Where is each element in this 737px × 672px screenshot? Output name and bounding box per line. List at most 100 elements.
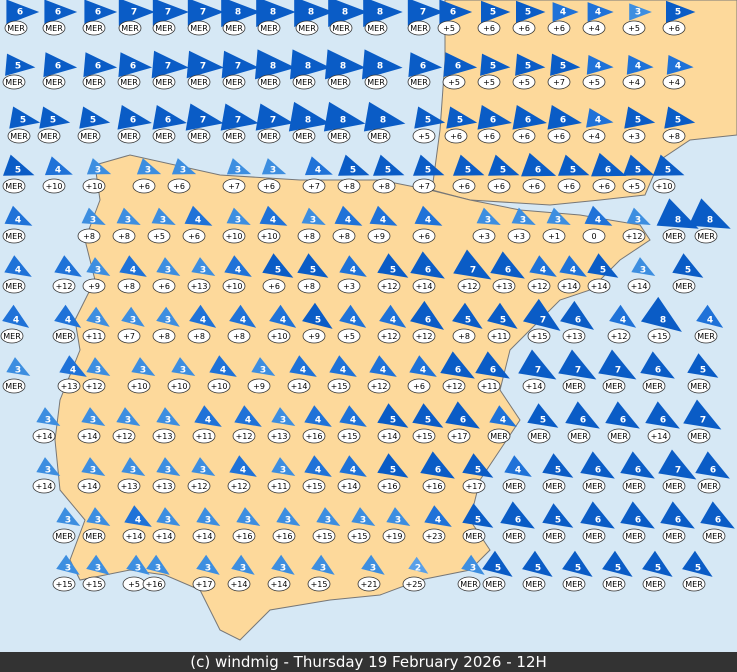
temp-oval (694, 228, 718, 244)
temp-oval (267, 428, 291, 444)
wind-station: 4 +8 (227, 304, 257, 344)
temp-oval (377, 478, 401, 494)
wind-speed: 7 (235, 116, 241, 126)
temp-oval (77, 128, 101, 144)
wind-speed: 8 (270, 62, 276, 72)
temp-label: MER (85, 24, 103, 33)
wind-arrow (542, 503, 574, 528)
wind-speed: 3 (635, 216, 641, 226)
temp-label: MER (610, 432, 628, 441)
wind-station: 3 MER (457, 554, 485, 592)
temp-oval (187, 74, 211, 90)
wind-station: 6 MER (640, 351, 675, 394)
wind-arrow (529, 255, 557, 277)
wind-speed: 3 (395, 516, 401, 526)
wind-arrow (329, 355, 357, 377)
temp-oval (257, 228, 281, 244)
wind-station: 4 +3 (337, 255, 367, 294)
temp-oval (152, 528, 176, 544)
wind-speed: 3 (90, 216, 96, 226)
temp-oval (297, 228, 321, 244)
wind-arrow (136, 158, 162, 175)
temp-oval (147, 228, 171, 244)
wind-speed: 5 (475, 466, 481, 476)
wind-station: 5 MER (462, 503, 494, 544)
temp-oval (52, 576, 76, 592)
wind-arrow (407, 0, 444, 26)
wind-station: 4 +12 (377, 304, 407, 344)
temp-label: MER (120, 78, 138, 87)
wind-speed: 6 (55, 8, 61, 18)
temp-oval (2, 228, 26, 244)
wind-speed: 3 (240, 564, 246, 574)
temp-oval (227, 328, 251, 344)
wind-arrow (660, 501, 695, 529)
temp-oval (327, 74, 351, 90)
wind-arrow (5, 53, 36, 76)
wind-arrow (151, 207, 176, 226)
wind-station: 3 +5 (147, 207, 176, 244)
wind-speed: 5 (390, 466, 396, 476)
temp-label: +12 (381, 332, 398, 341)
wind-station: 4 +12 (607, 304, 637, 344)
temp-label: +10 (211, 382, 228, 391)
temp-oval (647, 328, 671, 344)
wind-arrow (626, 207, 651, 226)
wind-station: 7 MER (683, 399, 722, 444)
temp-label: +11 (271, 482, 288, 491)
wind-speed: 7 (540, 316, 546, 326)
wind-speed: 7 (235, 62, 241, 72)
wind-speed: 6 (660, 416, 666, 426)
wind-speed: 4 (675, 62, 681, 72)
temp-oval (647, 428, 671, 444)
temp-oval (152, 278, 176, 294)
wind-arrow (488, 154, 520, 176)
wind-station: 3 +16 (142, 554, 170, 592)
temp-label: +6 (518, 132, 530, 141)
wind-speed: 6 (425, 316, 431, 326)
wind-speed: 4 (380, 216, 386, 226)
temp-oval (622, 128, 646, 144)
temp-label: MER (155, 24, 173, 33)
wind-arrow (124, 505, 152, 527)
wind-arrow (462, 453, 494, 478)
wind-speed: 5 (385, 166, 391, 176)
temp-oval (2, 378, 26, 394)
wind-arrow (361, 49, 403, 80)
wind-station: 6 MER (82, 52, 118, 90)
wind-arrow (86, 357, 111, 376)
wind-arrow (339, 304, 367, 328)
footer: (c) windmig - Thursday 19 February 2026 … (0, 652, 737, 672)
wind-arrow (221, 0, 261, 28)
temp-label: +16 (306, 432, 323, 441)
temp-label: +8 (233, 332, 245, 341)
wind-arrow (255, 103, 294, 131)
wind-speed: 3 (485, 216, 491, 226)
wind-arrow (294, 0, 334, 28)
temp-label: +12 (371, 382, 388, 391)
wind-speed: 5 (570, 166, 576, 176)
wind-station: 4 MER (0, 304, 30, 344)
wind-speed: 4 (300, 366, 306, 376)
wind-arrow (152, 105, 187, 130)
wind-speed: 5 (50, 116, 56, 126)
wind-station: 3 +9 (247, 357, 276, 394)
temp-label: +13 (121, 482, 138, 491)
temp-label: MER (155, 132, 173, 141)
temp-label: MER (645, 382, 663, 391)
temp-label: MER (5, 78, 23, 87)
temp-oval (627, 278, 651, 294)
wind-arrow (191, 257, 216, 276)
temp-label: MER (565, 382, 583, 391)
temp-oval (452, 178, 476, 194)
temp-oval (327, 378, 351, 394)
wind-speed: 7 (165, 8, 171, 18)
wind-speed: 4 (620, 316, 626, 326)
wind-speed: 4 (595, 116, 601, 126)
temp-oval (262, 278, 286, 294)
wind-station: 4 +10 (257, 205, 288, 244)
temp-label: +11 (481, 382, 498, 391)
wind-speed: 4 (635, 62, 641, 72)
wind-station: 5 MER (687, 353, 719, 394)
temp-oval (547, 128, 571, 144)
